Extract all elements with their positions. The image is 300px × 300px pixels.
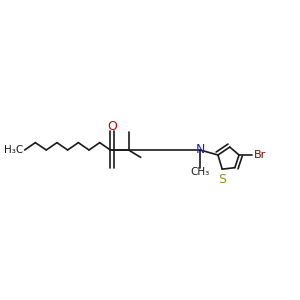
Text: O: O xyxy=(107,120,117,133)
Text: S: S xyxy=(218,173,226,186)
Text: H₃C: H₃C xyxy=(4,145,23,155)
Text: Br: Br xyxy=(254,150,266,160)
Text: N: N xyxy=(196,143,205,157)
Text: CH₃: CH₃ xyxy=(190,167,210,177)
